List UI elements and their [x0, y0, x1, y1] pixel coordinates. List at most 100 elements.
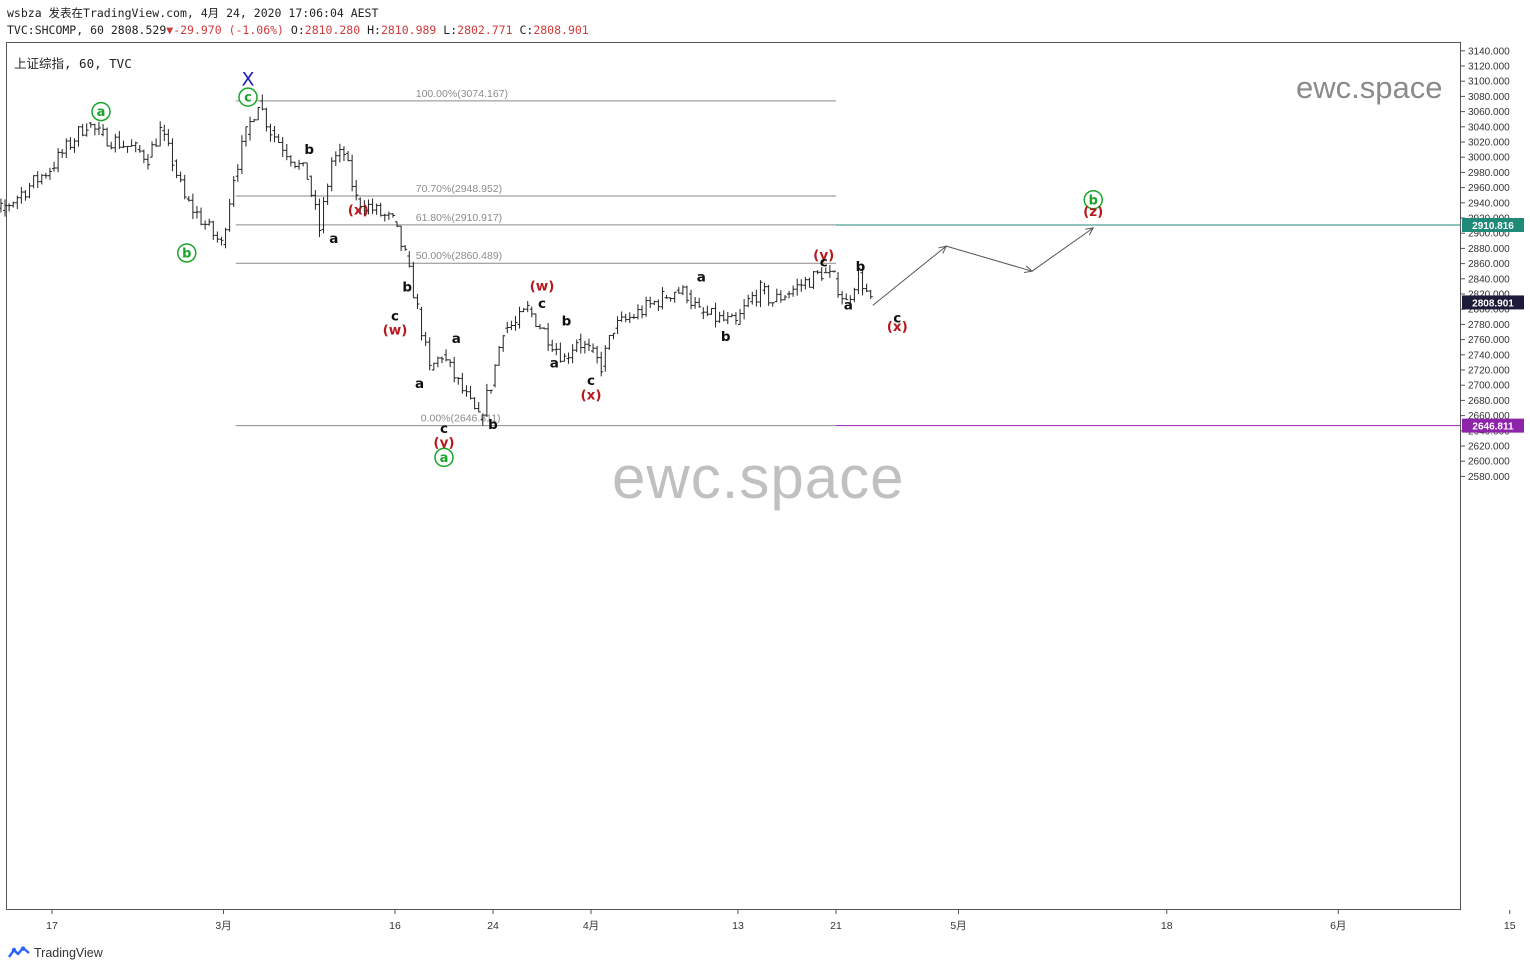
x-tick-label: 6月 — [1330, 920, 1346, 932]
wave-label-circle — [1083, 190, 1103, 210]
price-change: -29.970 (-1.06%) — [173, 23, 284, 37]
x-tick-label: 16 — [389, 920, 401, 932]
y-tick-label: 3100.000 — [1468, 77, 1510, 88]
y-tick-label: 2800.000 — [1468, 305, 1510, 316]
open-value: 2810.280 — [304, 23, 361, 37]
high-label: H: — [367, 23, 381, 37]
wave-label-c: c — [391, 308, 399, 324]
low-value: 2802.771 — [457, 23, 513, 37]
down-arrow-icon: ▼ — [166, 23, 174, 37]
x-tick-label: 18 — [1161, 920, 1173, 932]
wave-label-a: a — [329, 231, 338, 247]
wave-label-circle — [434, 447, 454, 468]
y-tick-label: 2720.000 — [1468, 366, 1510, 377]
x-tick-label: 24 — [487, 920, 499, 932]
price-tag-last — [1462, 295, 1524, 310]
open-label: O: — [290, 23, 305, 37]
y-tick-label: 3040.000 — [1468, 122, 1510, 133]
price-tag-label: 2808.901 — [1472, 298, 1514, 309]
wave-label-b: b — [562, 314, 572, 330]
x-tick-label: 15 — [1504, 920, 1516, 932]
wave-label-a: a — [844, 298, 853, 314]
x-tick-label: 4月 — [583, 920, 599, 932]
price-tag-label: 2646.811 — [1472, 422, 1514, 433]
tradingview-brand[interactable]: TradingView — [8, 946, 103, 960]
y-tick-label: 2880.000 — [1468, 244, 1510, 255]
wave-label-c: c — [244, 91, 252, 106]
wave-label-b: b — [856, 259, 866, 275]
wave-label-b: b — [488, 417, 498, 433]
y-tick-label: 3080.000 — [1468, 92, 1510, 103]
wave-label-X: X — [241, 69, 254, 91]
x-tick-label: 17 — [46, 920, 58, 932]
wave-label-circle — [238, 87, 258, 107]
fib-level-label: 0.00%(2646.811) — [421, 413, 501, 425]
y-tick-label: 2960.000 — [1468, 183, 1510, 194]
wave-label-b: b — [304, 142, 314, 158]
close-value: 2808.901 — [533, 23, 589, 37]
wave-label-(y): (y) — [433, 435, 454, 451]
wave-label-a: a — [440, 451, 449, 466]
wave-label-c: c — [893, 311, 901, 327]
y-tick-label: 2760.000 — [1468, 335, 1510, 346]
projection-segment — [946, 245, 1033, 272]
brand-label: TradingView — [34, 946, 103, 960]
symbol-label: 上证综指, 60, TVC — [14, 56, 132, 71]
wave-label-b: b — [182, 246, 191, 261]
y-tick-label: 3060.000 — [1468, 107, 1510, 118]
wave-label-c: c — [538, 296, 546, 312]
y-tick-label: 3120.000 — [1468, 62, 1510, 73]
y-tick-label: 2660.000 — [1468, 411, 1510, 422]
wave-label-(w): (w) — [530, 279, 555, 295]
ticker-price: TVC:SHCOMP, 60 2808.529 — [7, 23, 167, 37]
chart-pane[interactable] — [6, 42, 1461, 910]
tradingview-logo-icon — [8, 946, 30, 958]
y-tick-label: 2840.000 — [1468, 274, 1510, 285]
y-tick-label: 2600.000 — [1468, 457, 1510, 468]
y-tick-label: 2680.000 — [1468, 396, 1510, 407]
y-tick-label: 2700.000 — [1468, 381, 1510, 392]
wave-label-(w): (w) — [383, 323, 408, 339]
y-tick-label: 3020.000 — [1468, 138, 1510, 149]
y-tick-label: 2620.000 — [1468, 442, 1510, 453]
close-label: C: — [519, 23, 534, 37]
wave-label-a: a — [415, 376, 424, 392]
wave-label-(z): (z) — [1083, 204, 1103, 220]
projection-segment — [1031, 227, 1094, 272]
wave-label-(x): (x) — [887, 319, 908, 335]
high-value: 2810.989 — [380, 23, 437, 37]
fib-level-label: 100.00%(3074.167) — [416, 88, 508, 100]
y-tick-label: 2820.000 — [1468, 290, 1510, 301]
fib-level-label: 50.00%(2860.489) — [416, 250, 502, 262]
price-tag-label: 2910.816 — [1472, 221, 1514, 232]
y-tick-label: 2980.000 — [1468, 168, 1510, 179]
wave-label-(x): (x) — [348, 203, 369, 219]
wave-label-a: a — [97, 105, 106, 120]
wave-label-b: b — [721, 329, 731, 345]
y-tick-label: 2740.000 — [1468, 350, 1510, 361]
y-tick-label: 3140.000 — [1468, 46, 1510, 57]
x-tick-label: 13 — [732, 920, 744, 932]
wave-label-b: b — [402, 279, 412, 295]
fib-level-label: 61.80%(2910.917) — [416, 212, 502, 224]
y-tick-label: 2900.000 — [1468, 229, 1510, 240]
projection-arrowhead — [1085, 227, 1095, 236]
wave-label-(y): (y) — [813, 247, 834, 263]
y-tick-label: 2940.000 — [1468, 198, 1510, 209]
wave-label-circle — [177, 243, 197, 263]
x-tick-label: 21 — [830, 920, 842, 932]
chart-header-ohlc: TVC:SHCOMP, 60 2808.529▼-29.970 (-1.06%)… — [7, 23, 589, 37]
low-label: L: — [443, 23, 458, 37]
watermark-center: ewc.space — [612, 444, 905, 511]
wave-label-c: c — [820, 254, 828, 270]
wave-label-a: a — [452, 331, 461, 347]
x-tick-label: 3月 — [215, 920, 231, 932]
y-tick-label: 2780.000 — [1468, 320, 1510, 331]
chart-header-publish-info: wsbza 发表在TradingView.com, 4月 24, 2020 17… — [7, 6, 379, 20]
price-tag-support — [1462, 418, 1524, 433]
wave-label-c: c — [587, 373, 595, 389]
wave-label-(x): (x) — [580, 387, 601, 403]
wave-label-circle — [91, 101, 111, 122]
wave-label-c: c — [440, 421, 448, 437]
